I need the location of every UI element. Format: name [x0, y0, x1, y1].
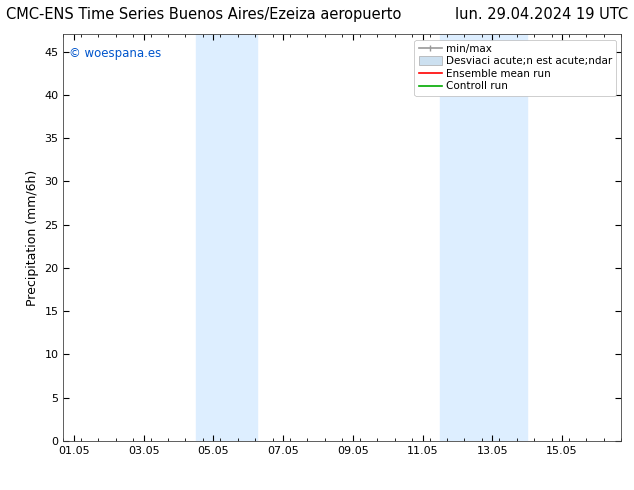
Bar [440, 34, 527, 441]
Text: lun. 29.04.2024 19 UTC: lun. 29.04.2024 19 UTC [455, 7, 628, 23]
Bar [196, 34, 257, 441]
Legend: min/max, Desviaci acute;n est acute;ndar, Ensemble mean run, Controll run: min/max, Desviaci acute;n est acute;ndar… [415, 40, 616, 96]
Y-axis label: Precipitation (mm/6h): Precipitation (mm/6h) [26, 170, 39, 306]
Text: CMC-ENS Time Series Buenos Aires/Ezeiza aeropuerto: CMC-ENS Time Series Buenos Aires/Ezeiza … [6, 7, 402, 23]
Text: © woespana.es: © woespana.es [69, 47, 161, 59]
